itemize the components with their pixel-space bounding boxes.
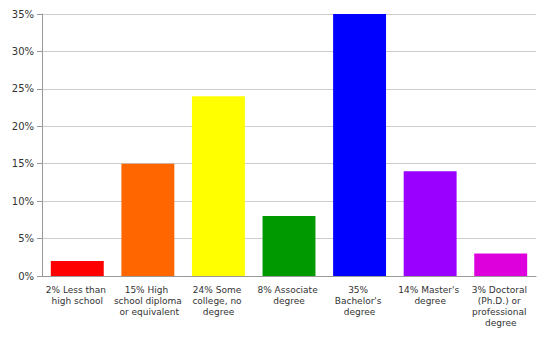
svg-text:degree: degree [203, 307, 235, 317]
svg-text:0%: 0% [18, 271, 34, 282]
svg-text:college, no: college, no [192, 296, 244, 306]
svg-text:degree: degree [414, 296, 446, 306]
svg-text:school diploma: school diploma [114, 296, 182, 306]
svg-text:degree: degree [273, 296, 305, 306]
svg-text:14% Master's: 14% Master's [398, 285, 462, 295]
svg-text:degree: degree [485, 318, 517, 328]
svg-text:3% Doctoral: 3% Doctoral [472, 285, 530, 295]
svg-text:5%: 5% [18, 233, 34, 244]
svg-text:10%: 10% [12, 196, 34, 207]
svg-text:35%: 35% [348, 285, 371, 295]
svg-text:35%: 35% [12, 9, 34, 20]
svg-text:24% Some: 24% Some [193, 285, 244, 295]
svg-text:30%: 30% [12, 46, 34, 57]
svg-text:or equivalent: or equivalent [117, 307, 180, 317]
svg-text:degree: degree [344, 307, 376, 317]
svg-text:25%: 25% [12, 83, 34, 94]
svg-text:professional: professional [472, 307, 529, 317]
svg-text:15%: 15% [12, 158, 34, 169]
svg-text:high school: high school [52, 296, 103, 306]
svg-text:15% High: 15% High [125, 285, 171, 295]
svg-text:8% Associate: 8% Associate [257, 285, 320, 295]
svg-text:20%: 20% [12, 121, 34, 132]
svg-text:2% Less than: 2% Less than [46, 285, 109, 295]
svg-text:Bachelor's: Bachelor's [335, 296, 385, 306]
svg-text:(Ph.D.) or: (Ph.D.) or [478, 296, 524, 306]
